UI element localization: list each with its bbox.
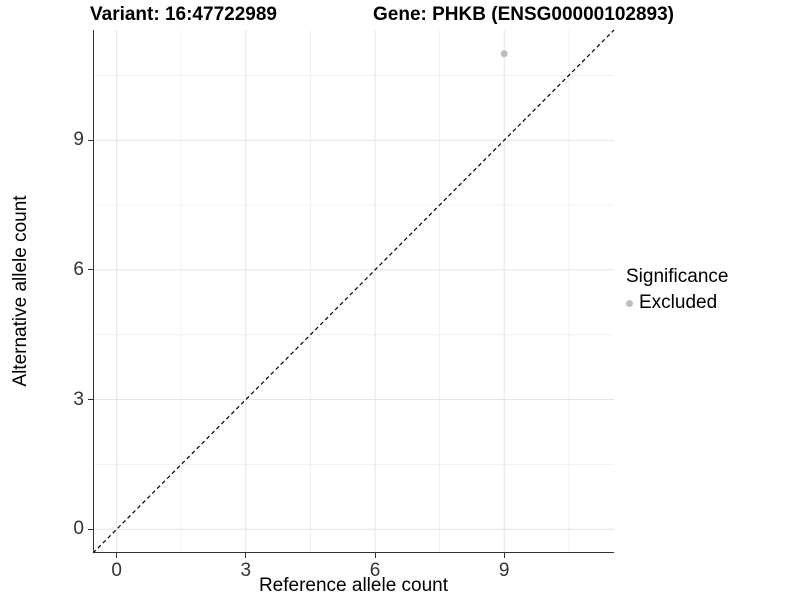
gene-title: Gene: PHKB (ENSG00000102893): [373, 4, 674, 25]
data-point: [500, 50, 508, 58]
x-tick-mark: [503, 553, 505, 558]
x-tick-label: 9: [498, 560, 510, 581]
legend-point-icon: [626, 299, 633, 307]
x-tick-label: 6: [369, 560, 381, 581]
y-tick-label: 9: [73, 129, 84, 151]
scatter-plot: [92, 29, 615, 554]
y-tick-label: 6: [73, 258, 84, 280]
identity-line: [92, 29, 615, 554]
y-tick-mark: [88, 269, 93, 271]
legend-item-excluded: Excluded: [626, 292, 728, 314]
legend-item-label: Excluded: [639, 292, 718, 313]
x-tick-label: 3: [240, 560, 252, 581]
x-tick-label: 0: [111, 560, 122, 581]
legend-title: Significance: [626, 266, 729, 287]
x-axis-title: Reference allele count: [258, 575, 449, 596]
variant-title: Variant: 16:47722989: [90, 4, 277, 25]
plot-panel: [92, 29, 615, 554]
legend: Significance Excluded: [626, 266, 728, 314]
y-axis-title: Alternative allele count: [10, 195, 31, 387]
x-tick-mark: [116, 553, 118, 558]
y-tick-label: 3: [73, 388, 84, 410]
y-tick-label: 0: [73, 518, 84, 540]
y-tick-mark: [88, 399, 93, 401]
y-tick-mark: [88, 139, 93, 141]
y-tick-mark: [88, 528, 93, 530]
x-tick-mark: [374, 553, 376, 558]
x-tick-mark: [245, 553, 247, 558]
